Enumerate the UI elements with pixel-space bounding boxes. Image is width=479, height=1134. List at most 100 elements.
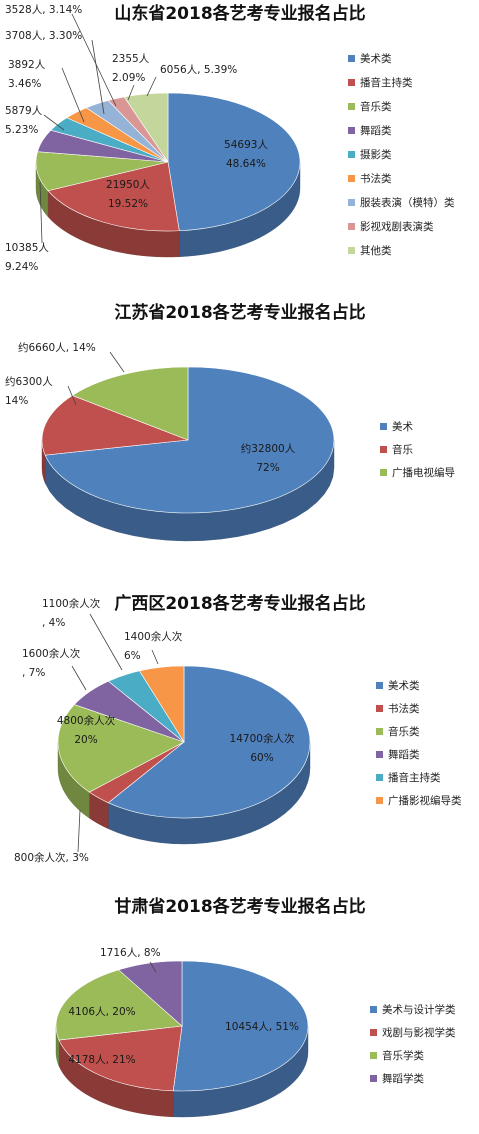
data-label-value: 约6300人 bbox=[5, 375, 53, 388]
data-label-value: 54693人 bbox=[224, 139, 268, 151]
legend-item: 音乐学类 bbox=[382, 1049, 424, 1062]
data-label: 4178人, 21% bbox=[68, 1054, 135, 1066]
leader-line bbox=[77, 809, 81, 853]
data-label: 4800余人次 20% bbox=[57, 714, 116, 746]
data-label-value: 1600余人次 bbox=[22, 647, 81, 660]
leader-line bbox=[67, 385, 77, 406]
leader-line bbox=[149, 961, 157, 973]
legend-item: 摄影类 bbox=[360, 148, 392, 161]
legend-swatch bbox=[348, 79, 355, 86]
data-label-percent: 6% bbox=[124, 650, 141, 662]
legend-item: 书法类 bbox=[360, 172, 392, 185]
chart-title: 江苏省2018各艺考专业报名占比 bbox=[114, 302, 365, 323]
data-label: 约6300人 14% bbox=[5, 375, 53, 407]
data-label: 约32800人 72% bbox=[241, 442, 296, 474]
legend-item: 书法类 bbox=[388, 702, 420, 715]
data-label: 3528人, 3.14% bbox=[5, 4, 82, 16]
data-label-value: 约6660人, 14% bbox=[18, 341, 96, 354]
data-label-percent: 48.64% bbox=[226, 158, 266, 170]
data-label: 1400余人次 6% bbox=[124, 630, 183, 662]
data-label: 21950人 19.52% bbox=[106, 179, 150, 210]
legend-item: 广播电视编导 bbox=[392, 466, 455, 479]
legend-swatch bbox=[348, 55, 355, 62]
data-label-value: 4800余人次 bbox=[57, 714, 116, 727]
data-label-percent: 60% bbox=[250, 752, 273, 764]
data-label-value: 5879人 bbox=[5, 105, 43, 117]
leader-line bbox=[146, 76, 157, 97]
data-label-percent: 14% bbox=[5, 395, 28, 407]
data-label-value: 3708人, 3.30% bbox=[5, 30, 82, 42]
data-label-value: 10454人, 51% bbox=[225, 1021, 299, 1033]
leader-line bbox=[43, 114, 65, 131]
data-label-value: 21950人 bbox=[106, 179, 150, 191]
data-label: 10385人 9.24% bbox=[5, 242, 49, 273]
legend-swatch bbox=[376, 728, 383, 735]
leader-line bbox=[39, 181, 43, 244]
legend-item: 美术类 bbox=[360, 52, 392, 65]
pie-slice bbox=[123, 92, 169, 163]
legend-swatch bbox=[370, 1075, 377, 1082]
data-label-value: 6056人, 5.39% bbox=[160, 64, 237, 76]
legend-item: 舞蹈类 bbox=[388, 748, 420, 761]
legend-item: 播音主持类 bbox=[388, 771, 441, 784]
legend-item: 音乐类 bbox=[388, 725, 420, 738]
legend-item: 服装表演（模特）类 bbox=[360, 196, 455, 209]
data-label-value: 1716人, 8% bbox=[100, 947, 161, 959]
pie-slice bbox=[58, 1025, 183, 1092]
legend-item: 戏剧与影视学类 bbox=[382, 1026, 456, 1039]
legend-swatch bbox=[348, 103, 355, 110]
pie-chart-3: 广西区2018各艺考专业报名占比 14700余人次 60% 800余人次, 3% 480… bbox=[14, 593, 462, 864]
data-label-percent: , 4% bbox=[42, 617, 65, 629]
data-label: 10454人, 51% bbox=[225, 1021, 299, 1033]
leader-line bbox=[71, 13, 117, 107]
legend-item: 广播影视编导类 bbox=[388, 794, 462, 807]
leader-line bbox=[89, 613, 123, 671]
data-label-value: 3892人 bbox=[8, 59, 46, 71]
pie-slice bbox=[118, 960, 183, 1027]
data-label: 约6660人, 14% bbox=[18, 341, 96, 354]
leader-line bbox=[151, 649, 159, 665]
data-label-percent: , 7% bbox=[22, 667, 45, 679]
data-label: 4106人, 20% bbox=[68, 1006, 135, 1018]
pie-slice bbox=[55, 969, 183, 1041]
pie-slice bbox=[172, 960, 309, 1092]
pie-slice bbox=[41, 395, 189, 456]
leader-line bbox=[127, 84, 135, 101]
legend-item: 舞蹈学类 bbox=[382, 1072, 424, 1085]
data-label-value: 2355人 bbox=[112, 53, 150, 65]
data-label: 800余人次, 3% bbox=[14, 851, 89, 864]
data-label: 2355人 2.09% bbox=[112, 53, 150, 84]
data-label-value: 4178人, 21% bbox=[68, 1054, 135, 1066]
data-label-value: 3528人, 3.14% bbox=[5, 4, 82, 16]
data-label: 1100余人次 , 4% bbox=[42, 597, 101, 629]
legend-swatch bbox=[348, 151, 355, 158]
pie-slice bbox=[71, 366, 189, 441]
data-label: 3892人 3.46% bbox=[8, 59, 46, 90]
legend-swatch bbox=[370, 1052, 377, 1059]
data-label-percent: 9.24% bbox=[5, 261, 38, 273]
data-label: 3708人, 3.30% bbox=[5, 30, 82, 42]
data-label-percent: 72% bbox=[256, 462, 279, 474]
legend-swatch bbox=[380, 423, 387, 430]
pie-slice bbox=[139, 665, 185, 744]
data-label-value: 约32800人 bbox=[241, 442, 296, 455]
data-label-value: 14700余人次 bbox=[230, 732, 295, 745]
data-label-percent: 5.23% bbox=[5, 124, 38, 136]
data-label-value: 4106人, 20% bbox=[68, 1006, 135, 1018]
pie-slice bbox=[47, 161, 180, 232]
legend-item: 美术类 bbox=[388, 679, 420, 692]
data-label: 1716人, 8% bbox=[100, 947, 161, 959]
legend-swatch bbox=[376, 797, 383, 804]
pie-slice bbox=[44, 366, 335, 514]
legend-item: 美术 bbox=[392, 420, 413, 433]
leader-line bbox=[71, 665, 87, 691]
data-label-value: 1400余人次 bbox=[124, 630, 183, 643]
legend-swatch bbox=[348, 247, 355, 254]
legend-swatch bbox=[348, 199, 355, 206]
legend-swatch bbox=[376, 774, 383, 781]
data-label-percent: 20% bbox=[74, 734, 97, 746]
